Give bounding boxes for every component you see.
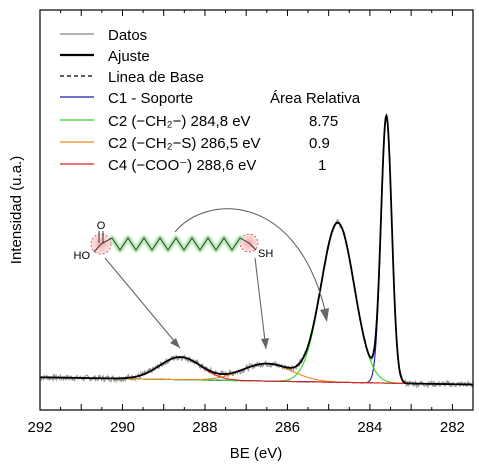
alkyl-chain-glow xyxy=(109,235,243,253)
legend-label-baseline: Linea de Base xyxy=(108,69,204,86)
x-tick-label-292: 292 xyxy=(27,419,52,436)
x-tick-label-284: 284 xyxy=(357,419,382,436)
annotation-arrows xyxy=(104,208,329,350)
legend-area-value-c4: 1 xyxy=(318,157,326,174)
x-tick-label-290: 290 xyxy=(110,419,135,436)
legend-label-c4: C4 (−COO⁻) 288,6 eV xyxy=(108,157,256,174)
legend-label-datos: Datos xyxy=(108,27,147,44)
x-tick-label-282: 282 xyxy=(440,419,465,436)
legend-label-c2-ch2: C2 (−CH₂−) 284,8 eV xyxy=(108,113,251,130)
arrow-carbonyl-head xyxy=(170,338,180,348)
arrow-thiol-to-c2s xyxy=(254,257,267,350)
legend-label-c1: C1 - Soporte xyxy=(108,90,193,107)
x-axis-label: BE (eV) xyxy=(230,445,283,462)
x-axis-ticks: 292 290 288 286 284 282 xyxy=(27,10,465,436)
legend-area-header: Área Relativa xyxy=(270,90,361,107)
arrow-thiol-head xyxy=(261,338,269,349)
legend-area-value-c2-ch2: 8.75 xyxy=(309,113,338,130)
legend-label-ajuste: Ajuste xyxy=(108,48,150,65)
series-ajuste xyxy=(40,112,473,386)
molecule-carbonyl-o: O xyxy=(97,220,106,232)
molecule-bonds xyxy=(93,237,257,253)
x-tick-label-286: 286 xyxy=(275,419,300,436)
legend: Datos Ajuste Linea de Base C1 - Soporte … xyxy=(60,27,361,174)
x-tick-label-288: 288 xyxy=(192,419,217,436)
molecule-hydroxyl-label: HO xyxy=(74,250,91,262)
y-axis-label: Intensidad (u.a.) xyxy=(8,156,25,264)
arrow-carbonyl-to-c4 xyxy=(104,257,181,349)
series-layer xyxy=(40,112,473,390)
arrow-chain-to-c2 xyxy=(174,208,326,311)
arrow-chain-head xyxy=(320,308,329,322)
plot-frame xyxy=(39,9,474,411)
molecule-illustration: O HO SH xyxy=(74,220,274,262)
legend-label-c2-ch2s: C2 (−CH₂−S) 286,5 eV xyxy=(108,135,261,152)
legend-area-value-c2-ch2s: 0.9 xyxy=(309,135,330,152)
molecule-thiol-label: SH xyxy=(258,248,273,260)
